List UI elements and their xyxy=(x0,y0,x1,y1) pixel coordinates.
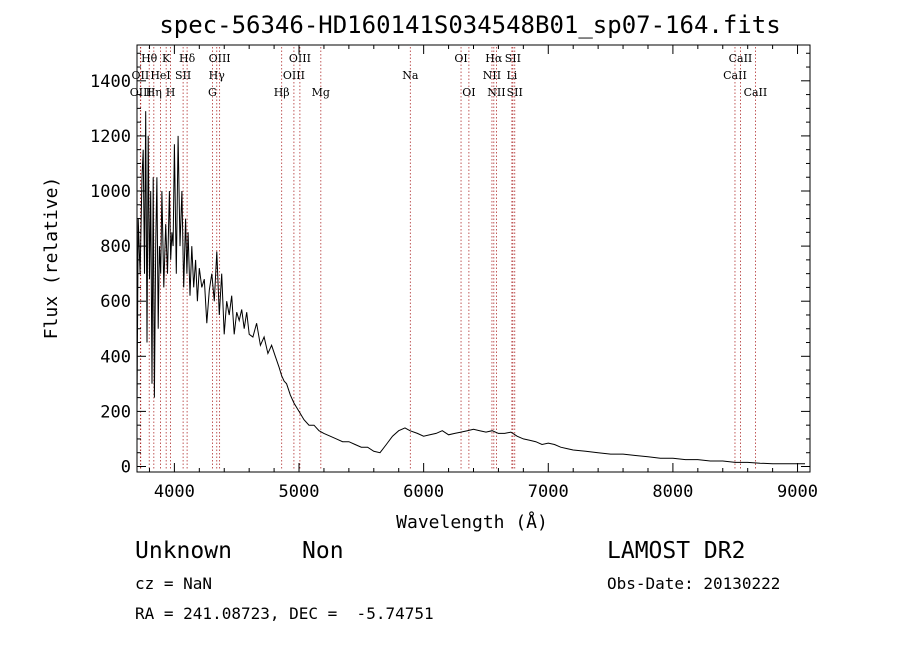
line-marker-label: H xyxy=(166,86,176,99)
plot-frame xyxy=(136,44,811,473)
line-marker-label: Hα xyxy=(485,52,503,65)
spectral-line-labels: Hθ OII OIII K HeI Hη SII H Hδ OIII Hγ G Hβ OIII OIII Mg… xyxy=(130,52,768,99)
class-label: Unknown xyxy=(135,538,232,564)
x-axis: 4000 5000 6000 7000 8000 9000 xyxy=(148,45,818,502)
line-marker-label: NII xyxy=(487,86,505,99)
line-marker-label: SII xyxy=(175,69,191,82)
line-marker-label: Mg xyxy=(312,86,330,99)
y-tick-label: 1000 xyxy=(90,182,131,202)
line-marker-label: OIII xyxy=(289,52,311,65)
x-tick-label: 6000 xyxy=(403,482,444,502)
x-tick-label: 4000 xyxy=(154,482,195,502)
line-marker-label: OI xyxy=(462,86,475,99)
y-axis: 0 200 400 600 800 1000 1200 1400 xyxy=(90,52,810,477)
x-axis-label: Wavelength (Å) xyxy=(396,511,548,533)
y-tick-label: 200 xyxy=(100,402,131,422)
y-tick-label: 0 xyxy=(121,457,131,477)
line-marker-label: OII xyxy=(132,69,150,82)
line-marker-label: OIII xyxy=(130,86,152,99)
y-tick-label: 600 xyxy=(100,292,131,312)
y-tick-label: 400 xyxy=(100,347,131,367)
line-marker-label: SII xyxy=(505,52,521,65)
line-marker-label: OI xyxy=(454,52,467,65)
obs-date: Obs-Date: 20130222 xyxy=(607,574,781,593)
subclass-label: Non xyxy=(302,538,344,564)
survey-label: LAMOST DR2 xyxy=(607,538,746,564)
line-marker-label: OIII xyxy=(283,69,305,82)
line-marker-label: Hη xyxy=(146,86,162,99)
x-tick-label: 8000 xyxy=(652,482,693,502)
chart-title: spec-56346-HD160141S034548B01_sp07-164.f… xyxy=(159,11,780,39)
x-tick-label: 7000 xyxy=(528,482,569,502)
line-marker-label: Hβ xyxy=(274,86,290,99)
line-marker-label: G xyxy=(208,86,217,99)
y-tick-label: 1200 xyxy=(90,127,131,147)
line-marker-label: NII xyxy=(483,69,501,82)
line-marker-label: Hδ xyxy=(179,52,196,65)
spectrum-line xyxy=(136,111,805,465)
line-marker-label: HeI xyxy=(150,69,170,82)
line-marker-label: CaII xyxy=(744,86,768,99)
redshift-value: cz = NaN xyxy=(135,574,213,593)
y-tick-label: 1400 xyxy=(90,72,131,92)
line-marker-label: Li xyxy=(506,69,517,82)
line-marker-label: CaII xyxy=(729,52,753,65)
line-marker-label: CaII xyxy=(723,69,747,82)
line-marker-label: Na xyxy=(402,69,419,82)
line-marker-label: OIII xyxy=(209,52,231,65)
line-marker-label: Hθ xyxy=(141,52,158,65)
line-marker-label: SII xyxy=(507,86,523,99)
line-marker-label: K xyxy=(162,52,171,65)
coordinates: RA = 241.08723, DEC = -5.74751 xyxy=(135,604,434,623)
x-tick-label: 9000 xyxy=(777,482,818,502)
y-axis-label: Flux (relative) xyxy=(41,177,62,340)
line-marker-label: Hγ xyxy=(209,69,226,82)
y-tick-label: 800 xyxy=(100,237,131,257)
x-tick-label: 5000 xyxy=(279,482,320,502)
spectral-line-markers xyxy=(139,47,756,470)
